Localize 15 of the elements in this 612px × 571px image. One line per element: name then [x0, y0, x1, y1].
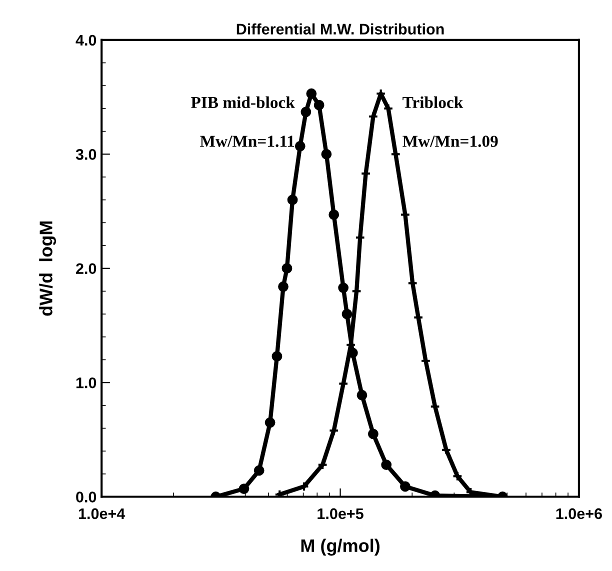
chart-title: Differential M.W. Distribution [236, 23, 444, 35]
annotation: Mw/Mn=1.09 [402, 136, 498, 147]
y-tick-label: 4.0 [76, 34, 96, 46]
y-tick-label: 2.0 [76, 263, 96, 274]
y-tick-label: 1.0 [76, 377, 96, 388]
series-label: Triblock [402, 96, 464, 108]
x-tick-label: 1.0e+5 [318, 508, 364, 520]
y-axis-title: dW/d logM [39, 221, 56, 316]
x-tick-label: 1.0e+4 [78, 508, 126, 520]
x-axis-title: M (g/mol) [301, 538, 380, 556]
series-label: PIB mid-block [191, 96, 295, 108]
annotation: Mw/Mn=1.11 [200, 136, 294, 147]
x-tick-label: 1.0e+6 [556, 508, 602, 520]
y-tick-label: 3.0 [76, 149, 96, 160]
y-tick-label: 0.0 [76, 492, 96, 502]
